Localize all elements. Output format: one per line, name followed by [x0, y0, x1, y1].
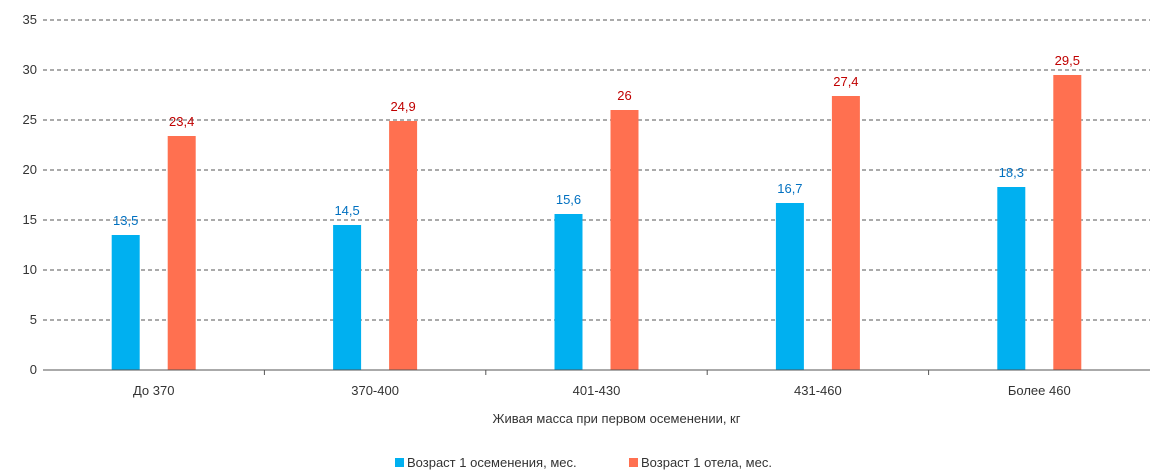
data-label: 24,9 [390, 99, 415, 114]
x-tick-label: 431-460 [794, 383, 842, 398]
legend-swatch [395, 458, 404, 467]
data-label: 14,5 [334, 203, 359, 218]
bar-insemination [111, 235, 140, 370]
x-axis-ticks: До 370 370-400 401-430 431-460 Более 460 [133, 370, 1071, 398]
data-label: 27,4 [833, 74, 858, 89]
data-label: 15,6 [556, 192, 581, 207]
y-tick-label: 5 [30, 312, 37, 327]
bar-insemination [997, 187, 1026, 370]
bar-insemination [775, 203, 804, 370]
data-labels: 13,5 23,4 14,5 24,9 15,6 26 16,7 27,4 18,3 29,5 [113, 53, 1080, 228]
y-axis-ticks: 0 5 10 15 20 25 30 35 [23, 12, 37, 377]
bars [111, 75, 1082, 370]
x-tick-label: До 370 [133, 383, 174, 398]
x-tick-label: Более 460 [1008, 383, 1071, 398]
y-tick-label: 35 [23, 12, 37, 27]
x-axis-title: Живая масса при первом осеменении, кг [493, 411, 741, 426]
bar-calving [389, 121, 418, 370]
bar-calving [1053, 75, 1082, 370]
y-tick-label: 15 [23, 212, 37, 227]
data-label: 23,4 [169, 114, 194, 129]
data-label: 16,7 [777, 181, 802, 196]
gridlines [43, 19, 1150, 321]
x-tick-label: 370-400 [351, 383, 399, 398]
y-tick-label: 0 [30, 362, 37, 377]
x-tick-label: 401-430 [573, 383, 621, 398]
y-tick-label: 20 [23, 162, 37, 177]
y-tick-label: 30 [23, 62, 37, 77]
data-label: 26 [617, 88, 631, 103]
legend-label: Возраст 1 осеменения, мес. [407, 455, 577, 470]
bar-insemination [333, 225, 362, 370]
data-label: 18,3 [999, 165, 1024, 180]
bar-calving [167, 136, 196, 370]
data-label: 29,5 [1055, 53, 1080, 68]
bar-insemination [554, 214, 583, 370]
y-tick-label: 25 [23, 112, 37, 127]
bar-calving [610, 110, 639, 370]
legend-swatch [629, 458, 638, 467]
legend: Возраст 1 осеменения, мес. Возраст 1 отел… [395, 455, 772, 470]
data-label: 13,5 [113, 213, 138, 228]
bar-calving [831, 96, 860, 370]
y-tick-label: 10 [23, 262, 37, 277]
legend-label: Возраст 1 отела, мес. [641, 455, 772, 470]
